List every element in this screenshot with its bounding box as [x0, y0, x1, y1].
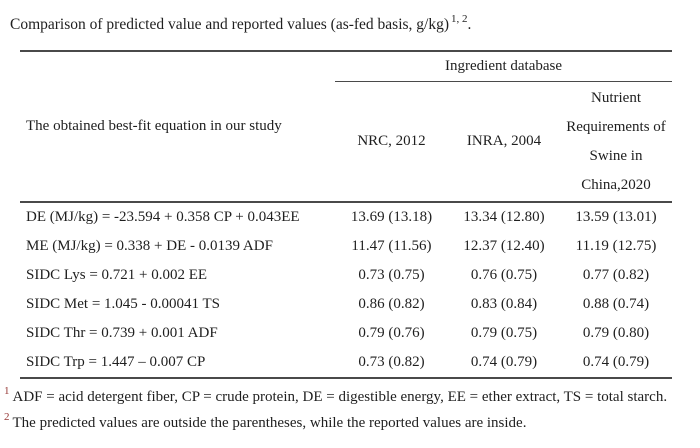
table-row-sidc-trp: SIDC Trp = 1.447 – 0.007 CP 0.73 (0.82) … — [20, 348, 673, 380]
value-cell: 0.88 (0.74) — [582, 296, 650, 313]
equation-cell: SIDC Thr = 0.739 + 0.001 ADF — [26, 325, 218, 342]
column-header-china: Nutrient Requirements of Swine in China,… — [560, 81, 673, 204]
value-cell: 11.47 (11.56) — [351, 238, 432, 255]
footnote-2-marker: 2 — [4, 411, 10, 424]
footnote-1-marker: 1 — [4, 385, 10, 398]
table-row-sidc-thr: SIDC Thr = 0.739 + 0.001 ADF 0.79 (0.76)… — [20, 319, 672, 348]
value-cell: 0.77 (0.82) — [582, 267, 650, 284]
footnote-2-text: The predicted values are outside the par… — [12, 415, 527, 432]
value-cell: 0.86 (0.82) — [358, 296, 425, 313]
table-row-me: ME (MJ/kg) = 0.338 + DE - 0.0139 ADF 11.… — [20, 232, 672, 261]
ingredient-database-group-header: Ingredient database — [335, 51, 673, 83]
equation-column-header: The obtained best-fit equation in our st… — [20, 51, 335, 204]
group-header-row: The obtained best-fit equation in our st… — [20, 51, 673, 204]
value-cell: 13.59 (13.01) — [575, 209, 657, 226]
value-cell: 0.73 (0.82) — [335, 348, 448, 380]
value-cell: 0.74 (0.79) — [448, 348, 560, 380]
value-cell: 13.69 (13.18) — [350, 209, 433, 226]
table-caption-text: Comparison of predicted value and report… — [10, 16, 450, 34]
value-cell: 0.79 (0.80) — [582, 325, 650, 342]
equation-cell: SIDC Lys = 0.721 + 0.002 EE — [26, 267, 208, 284]
value-cell: 11.19 (12.75) — [575, 238, 657, 255]
paper-page: Comparison of predicted value and report… — [0, 10, 700, 448]
value-cell: 0.76 (0.75) — [470, 267, 538, 284]
value-cell: 0.79 (0.75) — [470, 325, 538, 342]
value-cell: 12.37 (12.40) — [463, 238, 545, 255]
table-caption: Comparison of predicted value and report… — [10, 10, 690, 35]
table-row-sidc-met: SIDC Met = 1.045 - 0.00041 TS 0.86 (0.82… — [20, 290, 672, 319]
table-row-sidc-lys: SIDC Lys = 0.721 + 0.002 EE 0.73 (0.75) … — [20, 261, 672, 290]
caption-footnote-reference: 1, 2 — [451, 13, 468, 25]
footnote-1-text: ADF = acid detergent fiber, CP = crude p… — [12, 389, 668, 406]
column-header-nrc: NRC, 2012 — [335, 81, 448, 204]
comparison-table: The obtained best-fit equation in our st… — [20, 50, 673, 380]
table-header: The obtained best-fit equation in our st… — [20, 51, 673, 204]
value-cell: 13.34 (12.80) — [463, 209, 545, 226]
footnotes-section: 1 ADF = acid detergent fiber, CP = crude … — [4, 382, 696, 434]
value-cell: 0.74 (0.79) — [560, 348, 673, 380]
caption-period: . — [467, 16, 472, 34]
table-body: DE (MJ/kg) = -23.594 + 0.358 CP + 0.043E… — [20, 202, 673, 380]
equation-cell: ME (MJ/kg) = 0.338 + DE - 0.0139 ADF — [26, 238, 273, 255]
equation-cell: DE (MJ/kg) = -23.594 + 0.358 CP + 0.043E… — [26, 209, 300, 226]
column-header-row: NRC, 2012 INRA, 2004 Nutrient Requiremen… — [20, 81, 673, 204]
equation-cell: SIDC Met = 1.045 - 0.00041 TS — [26, 296, 221, 313]
table-row-de: DE (MJ/kg) = -23.594 + 0.358 CP + 0.043E… — [20, 202, 672, 232]
column-header-inra: INRA, 2004 — [448, 81, 560, 204]
value-cell: 0.83 (0.84) — [470, 296, 538, 313]
value-cell: 0.73 (0.75) — [358, 267, 425, 284]
value-cell: 0.79 (0.76) — [358, 325, 425, 342]
equation-cell: SIDC Trp = 1.447 – 0.007 CP — [20, 348, 335, 380]
footnote-2: 2 The predicted values are outside the pa… — [4, 408, 696, 434]
footnote-1: 1 ADF = acid detergent fiber, CP = crude … — [4, 382, 696, 408]
